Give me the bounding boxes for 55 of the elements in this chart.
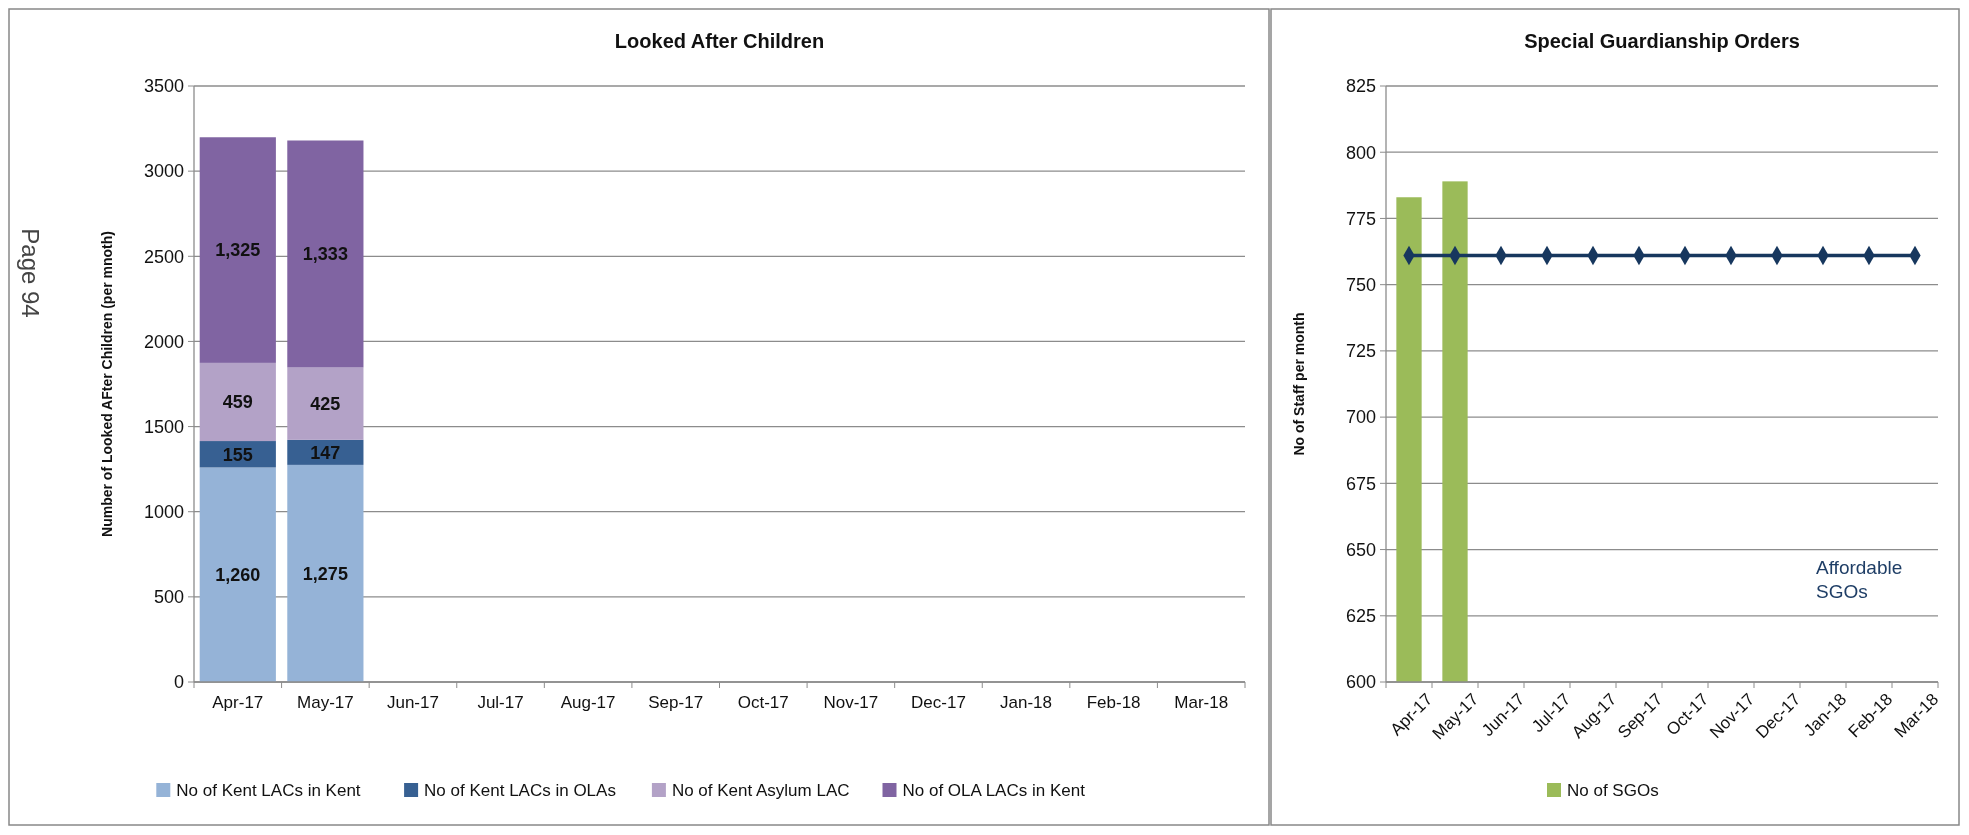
data-label: 1,333 bbox=[302, 244, 348, 265]
x-tick-label: Oct-17 bbox=[737, 693, 789, 712]
y-axis-title: Number of Looked AFter Children (per mnoth) bbox=[99, 231, 115, 537]
x-tick-label: Sep-17 bbox=[648, 693, 704, 712]
data-label: 1,325 bbox=[215, 240, 261, 261]
text: Page 94 bbox=[16, 228, 44, 318]
y-tick-label: 1500 bbox=[143, 416, 184, 437]
legend-label: No of Kent Asylum LAC bbox=[671, 780, 850, 800]
y-axis-title: No of Staff per month bbox=[1291, 312, 1307, 456]
x-tick-label: Mar-18 bbox=[1174, 693, 1229, 712]
data-label: 425 bbox=[310, 393, 341, 414]
y-tick-label: 725 bbox=[1345, 341, 1376, 362]
y-tick-label: 700 bbox=[1345, 407, 1376, 428]
legend-label: No of OLA LACs in Kent bbox=[902, 780, 1086, 800]
x-tick-label: Jun-17 bbox=[386, 693, 439, 712]
y-tick-label: 3000 bbox=[143, 161, 184, 182]
y-tick-label: 2000 bbox=[143, 331, 184, 352]
chart-title: Looked After Children bbox=[614, 30, 825, 52]
y-tick-label: 0 bbox=[173, 672, 184, 693]
x-tick-label: Apr-17 bbox=[212, 693, 264, 712]
annotation: Affordable SGOs bbox=[1816, 557, 1903, 602]
y-tick-label: 650 bbox=[1345, 539, 1376, 560]
legend-label: No of SGOs bbox=[1567, 780, 1659, 800]
y-tick-label: 1000 bbox=[143, 502, 184, 523]
bar bbox=[287, 464, 364, 682]
y-tick-label: 2500 bbox=[143, 246, 184, 267]
bar bbox=[199, 362, 276, 442]
legend-label: No of Kent LACs in Kent bbox=[176, 780, 361, 800]
y-tick-label: 500 bbox=[153, 587, 184, 608]
y-tick-label: 3500 bbox=[143, 76, 184, 97]
bar bbox=[199, 137, 276, 363]
y-tick-label: 775 bbox=[1345, 208, 1376, 229]
x-tick-label: Nov-17 bbox=[823, 693, 879, 712]
data-label: 1,260 bbox=[215, 565, 261, 586]
x-tick-label: Feb-18 bbox=[1086, 693, 1141, 712]
y-tick-label: 750 bbox=[1345, 274, 1376, 295]
x-tick-label: Jan-18 bbox=[1000, 693, 1053, 712]
y-tick-label: 625 bbox=[1345, 606, 1376, 627]
y-tick-label: 675 bbox=[1345, 473, 1376, 494]
data-label: 147 bbox=[310, 442, 341, 463]
y-tick-label: 600 bbox=[1345, 672, 1376, 693]
legend-label: No of Kent LACs in OLAs bbox=[424, 780, 616, 800]
data-label: 1,275 bbox=[302, 563, 348, 584]
chart-title: Special Guardianship Orders bbox=[1524, 30, 1800, 52]
bar bbox=[287, 140, 364, 368]
x-tick-label: Aug-17 bbox=[560, 693, 616, 712]
x-tick-label: May-17 bbox=[297, 693, 354, 712]
y-tick-label: 825 bbox=[1345, 76, 1376, 97]
data-label: 459 bbox=[222, 392, 253, 413]
bar bbox=[287, 367, 364, 440]
x-tick-label: Jul-17 bbox=[477, 693, 524, 712]
x-tick-label: Dec-17 bbox=[911, 693, 966, 712]
y-tick-label: 800 bbox=[1345, 142, 1376, 163]
data-label: 155 bbox=[222, 444, 253, 465]
bar bbox=[199, 467, 276, 682]
